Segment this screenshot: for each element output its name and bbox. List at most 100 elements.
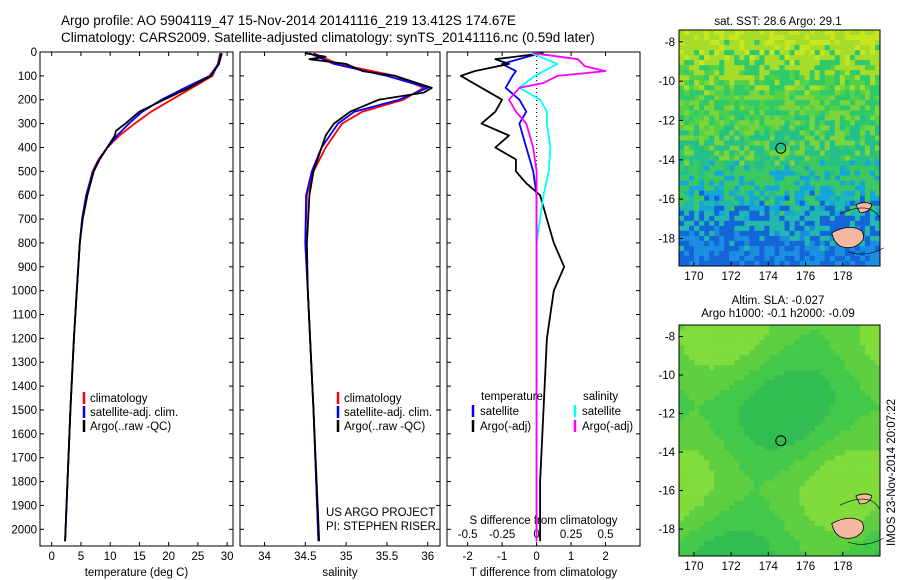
map-cell xyxy=(734,480,740,486)
map-cell xyxy=(814,480,820,486)
map-cell xyxy=(754,45,760,51)
map-cell xyxy=(839,505,846,512)
map-cell xyxy=(804,130,810,136)
map-cell xyxy=(754,355,760,361)
map-cell xyxy=(744,330,750,336)
map-cell xyxy=(724,250,730,257)
map-cell xyxy=(754,420,760,426)
map-cell xyxy=(724,370,730,376)
map-cell xyxy=(839,495,846,502)
map-cell xyxy=(709,505,715,512)
map-cell xyxy=(804,145,810,151)
map-cell xyxy=(794,120,800,126)
map-cell xyxy=(794,150,800,156)
map-cell xyxy=(704,215,710,222)
map-cell xyxy=(794,145,800,151)
map-cell xyxy=(759,115,765,121)
map-cell xyxy=(769,365,775,371)
map-cell xyxy=(684,495,690,502)
map-cell xyxy=(824,495,831,502)
map-cell xyxy=(749,335,755,341)
map-cell xyxy=(844,90,851,96)
map-cell xyxy=(709,80,715,86)
map-cell xyxy=(689,460,695,466)
map-cell xyxy=(714,250,720,257)
map-cell xyxy=(734,150,740,156)
map-cell xyxy=(779,95,785,101)
map-cell xyxy=(699,465,705,471)
map-cell xyxy=(814,205,820,212)
map-cell xyxy=(754,205,760,212)
map-cell xyxy=(864,335,871,341)
map-cell xyxy=(729,485,735,492)
x-axis-label-salinity: S difference from climatology xyxy=(469,515,617,527)
map-cell xyxy=(774,375,780,381)
map-cell xyxy=(869,440,876,446)
map-cell xyxy=(709,215,715,222)
map-cell xyxy=(679,190,685,196)
map-cell xyxy=(849,210,856,217)
map-cell xyxy=(794,495,800,502)
map-cell xyxy=(734,60,740,66)
map-cell xyxy=(864,110,871,116)
map-cell xyxy=(849,545,856,552)
map-cell xyxy=(759,450,765,456)
map-cell xyxy=(744,105,750,111)
map-cell xyxy=(769,130,775,136)
map-cell xyxy=(844,445,851,451)
map-cell xyxy=(719,115,725,121)
map-cell xyxy=(794,100,800,106)
map-cell xyxy=(689,235,695,242)
map-cell xyxy=(729,450,735,456)
map-cell xyxy=(769,235,775,242)
map-cell xyxy=(709,115,715,121)
map-cell xyxy=(689,85,695,91)
map-cell xyxy=(769,470,775,476)
map-cell xyxy=(834,30,841,36)
map-cell xyxy=(864,255,871,262)
map-cell xyxy=(714,95,720,101)
map-cell xyxy=(734,250,740,257)
map-cell xyxy=(784,95,790,101)
map-cell xyxy=(799,140,805,146)
map-cell xyxy=(844,480,851,486)
map-cell xyxy=(809,85,815,91)
map-cell xyxy=(829,70,836,76)
map-cell xyxy=(719,480,725,486)
map-cell xyxy=(839,435,846,441)
map-cell xyxy=(684,455,690,461)
map-cell xyxy=(734,535,740,542)
map-cell xyxy=(869,505,876,512)
map-cell xyxy=(754,170,760,176)
map-cell xyxy=(844,205,851,212)
map-cell xyxy=(729,455,735,461)
map-cell xyxy=(794,85,800,91)
map-cell xyxy=(739,375,745,381)
map-cell xyxy=(789,250,795,257)
map-cell xyxy=(834,90,841,96)
map-cell xyxy=(729,495,735,502)
map-cell xyxy=(764,395,770,401)
map-cell xyxy=(819,75,826,81)
map-cell xyxy=(694,540,700,547)
map-cell xyxy=(744,130,750,136)
map-cell xyxy=(679,540,685,547)
map-cell xyxy=(839,65,846,71)
map-cell xyxy=(794,195,800,202)
map-cell xyxy=(744,515,750,522)
map-cell xyxy=(809,540,815,547)
legend-label-satellite: satellite-adj. clim. xyxy=(90,407,178,419)
map-cell xyxy=(699,135,705,141)
map-cell xyxy=(814,355,820,361)
map-cell xyxy=(744,185,750,191)
map-cell xyxy=(804,410,810,416)
map-cell xyxy=(754,190,760,196)
map-cell xyxy=(804,30,810,36)
map-cell xyxy=(719,120,725,126)
map-cell xyxy=(844,105,851,111)
map-cell xyxy=(744,75,750,81)
map-cell xyxy=(714,260,720,267)
map-cell xyxy=(789,375,795,381)
map-cell xyxy=(694,220,700,227)
map-cell xyxy=(864,340,871,346)
